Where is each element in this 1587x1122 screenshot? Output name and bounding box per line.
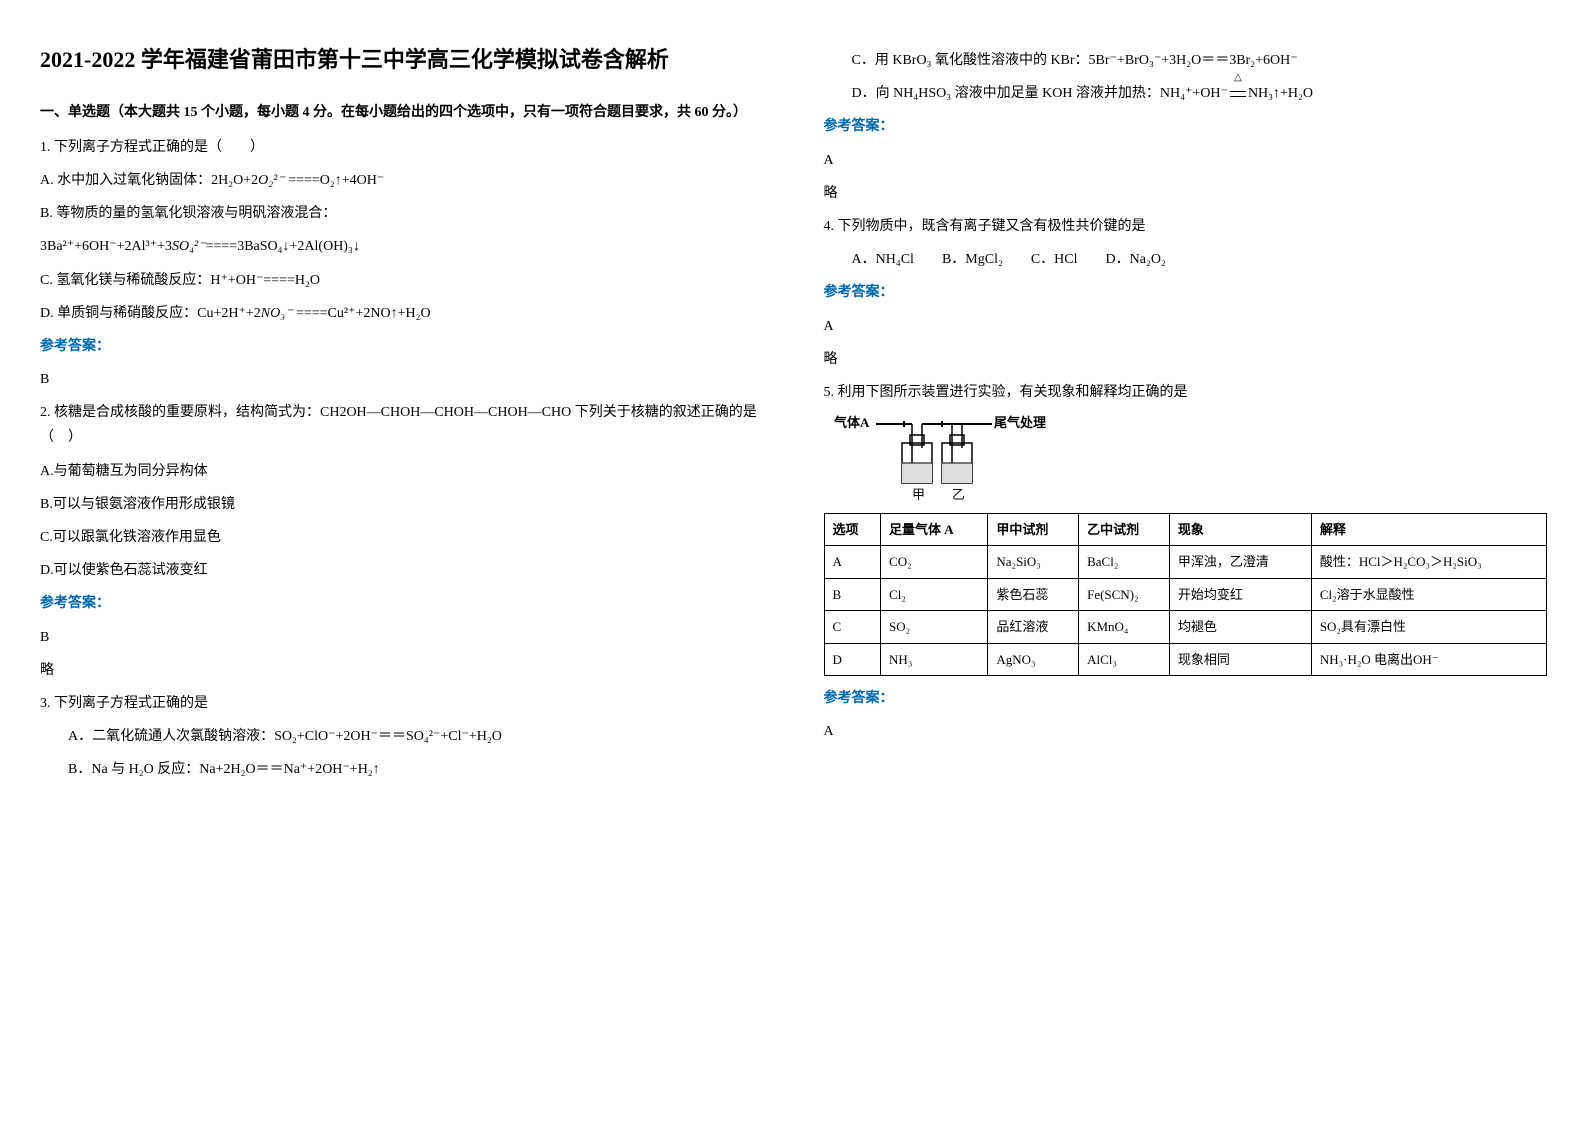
q3-omit: 略 [824, 181, 1548, 206]
page-title: 2021-2022 学年福建省莆田市第十三中学高三化学模拟试卷含解析 [40, 40, 764, 80]
q1-stem: 1. 下列离子方程式正确的是（ ） [40, 135, 764, 160]
th-3: 乙中试剂 [1079, 514, 1170, 546]
right-column: C．用 KBrO₃ 氧化酸性溶液中的 KBr：5Br⁻+BrO₃⁻+3H₂O＝＝… [824, 40, 1548, 791]
q1-d-post: ====Cu²⁺+2NO↑+H₂O [292, 306, 430, 321]
apparatus-icon: 气体A 尾气处理 [834, 413, 1094, 503]
q2-opt-c: C.可以跟氯化铁溶液作用显色 [40, 525, 764, 550]
td: BaCl₂ [1079, 546, 1170, 578]
td: NH₃ [881, 643, 988, 675]
q1-d-mid: NO₃⁻ [261, 306, 293, 321]
q3-opt-c: C．用 KBrO₃ 氧化酸性溶液中的 KBr：5Br⁻+BrO₃⁻+3H₂O＝＝… [824, 48, 1548, 73]
left-column: 2021-2022 学年福建省莆田市第十三中学高三化学模拟试卷含解析 一、单选题… [40, 40, 764, 791]
diag-label-right: 尾气处理 [994, 415, 1046, 430]
table-row: B Cl₂ 紫色石蕊 Fe(SCN)₂ 开始均变红 Cl₂溶于水显酸性 [824, 578, 1547, 610]
th-5: 解释 [1311, 514, 1546, 546]
td: AlCl₃ [1079, 643, 1170, 675]
td: 均褪色 [1169, 611, 1311, 643]
q1-a-pre: A. 水中加入过氧化钠固体：2H₂O+2 [40, 173, 258, 188]
q1-d-pre: D. 单质铜与稀硝酸反应：Cu+2H⁺+2 [40, 306, 261, 321]
q1-a-post: ====O₂↑+4OH⁻ [285, 173, 385, 188]
q2-opt-d: D.可以使紫色石蕊试液变红 [40, 558, 764, 583]
td: A [824, 546, 881, 578]
th-1: 足量气体 A [881, 514, 988, 546]
td: D [824, 643, 881, 675]
q2-opt-b: B.可以与银氨溶液作用形成银镜 [40, 492, 764, 517]
td: CO₂ [881, 546, 988, 578]
q3-d-pre: D．向 NH₄HSO₃ 溶液中加足量 KOH 溶液并加热：NH₄⁺+OH⁻ [852, 86, 1228, 101]
section-heading: 一、单选题（本大题共 15 个小题，每小题 4 分。在每小题给出的四个选项中，只… [40, 100, 764, 125]
q4-opts: A．NH₄Cl B．MgCl₂ C．HCl D．Na₂O₂ [824, 247, 1548, 272]
q1-opt-b2: 3Ba²⁺+6OH⁻+2Al³⁺+3SO₄²⁻====3BaSO₄↓+2Al(O… [40, 234, 764, 259]
diag-jia: 甲 [912, 487, 925, 502]
q4-answer: A [824, 314, 1548, 339]
table-row: A CO₂ Na₂SiO₃ BaCl₂ 甲浑浊，乙澄清 酸性：HCl＞H₂CO₃… [824, 546, 1547, 578]
td: NH₃·H₂O 电离出OH⁻ [1311, 643, 1546, 675]
td: 甲浑浊，乙澄清 [1169, 546, 1311, 578]
q1-opt-d: D. 单质铜与稀硝酸反应：Cu+2H⁺+2NO₃⁻ ====Cu²⁺+2NO↑+… [40, 301, 764, 326]
q2-answer: B [40, 625, 764, 650]
td: SO₂具有漂白性 [1311, 611, 1546, 643]
td: C [824, 611, 881, 643]
q1-answer: B [40, 367, 764, 392]
q1-b2-pre: 3Ba²⁺+6OH⁻+2Al³⁺+3 [40, 239, 172, 254]
q4-omit: 略 [824, 347, 1548, 372]
q3-opt-b: B．Na 与 H₂O 反应：Na+2H₂O＝＝Na⁺+2OH⁻+H₂↑ [40, 757, 764, 782]
q2-opt-a: A.与葡萄糖互为同分异构体 [40, 459, 764, 484]
q2-stem: 2. 核糖是合成核酸的重要原料，结构简式为：CH2OH—CHOH—CHOH—CH… [40, 400, 764, 450]
q2-answer-label: 参考答案： [40, 591, 764, 616]
td: B [824, 578, 881, 610]
table-row: C SO₂ 品红溶液 KMnO₄ 均褪色 SO₂具有漂白性 [824, 611, 1547, 643]
td: KMnO₄ [1079, 611, 1170, 643]
q1-opt-c: C. 氢氧化镁与稀硫酸反应：H⁺+OH⁻====H₂O [40, 268, 764, 293]
td: Cl₂溶于水显酸性 [1311, 578, 1546, 610]
q4-answer-label: 参考答案： [824, 280, 1548, 305]
q5-stem: 5. 利用下图所示装置进行实验，有关现象和解释均正确的是 [824, 380, 1548, 405]
q4-stem: 4. 下列物质中，既含有离子键又含有极性共价键的是 [824, 214, 1548, 239]
page: 2021-2022 学年福建省莆田市第十三中学高三化学模拟试卷含解析 一、单选题… [40, 40, 1547, 791]
td: AgNO₃ [988, 643, 1079, 675]
q2-omit: 略 [40, 658, 764, 683]
q3-d-tri: △ [1234, 69, 1242, 87]
table-header-row: 选项 足量气体 A 甲中试剂 乙中试剂 现象 解释 [824, 514, 1547, 546]
diag-yi: 乙 [952, 487, 965, 502]
td: 紫色石蕊 [988, 578, 1079, 610]
q3-opt-d: D．向 NH₄HSO₃ 溶液中加足量 KOH 溶液并加热：NH₄⁺+OH⁻ △ … [824, 81, 1548, 106]
q3-answer-label: 参考答案： [824, 114, 1548, 139]
td: 酸性：HCl＞H₂CO₃＞H₂SiO₃ [1311, 546, 1546, 578]
q1-a-mid: O₂²⁻ [258, 173, 285, 188]
th-4: 现象 [1169, 514, 1311, 546]
td: Cl₂ [881, 578, 988, 610]
q3-stem: 3. 下列离子方程式正确的是 [40, 691, 764, 716]
q1-opt-b: B. 等物质的量的氢氧化钡溶液与明矾溶液混合： [40, 201, 764, 226]
q1-b2-post: ====3BaSO₄↓+2Al(OH)₃↓ [206, 239, 360, 254]
td: 现象相同 [1169, 643, 1311, 675]
q5-diagram: 气体A 尾气处理 [824, 413, 1548, 503]
q1-opt-a: A. 水中加入过氧化钠固体：2H₂O+2O₂²⁻ ====O₂↑+4OH⁻ [40, 168, 764, 193]
q1-answer-label: 参考答案： [40, 334, 764, 359]
q3-d-eq-icon [1230, 91, 1246, 97]
table-row: D NH₃ AgNO₃ AlCl₃ 现象相同 NH₃·H₂O 电离出OH⁻ [824, 643, 1547, 675]
th-0: 选项 [824, 514, 881, 546]
q3-opt-a: A．二氧化硫通人次氯酸钠溶液：SO₂+ClO⁻+2OH⁻＝＝SO₄²⁻+Cl⁻+… [40, 724, 764, 749]
td: Na₂SiO₃ [988, 546, 1079, 578]
td: 开始均变红 [1169, 578, 1311, 610]
q5-answer: A [824, 719, 1548, 744]
td: Fe(SCN)₂ [1079, 578, 1170, 610]
td: SO₂ [881, 611, 988, 643]
q1-b2-mid: SO₄²⁻ [172, 239, 206, 254]
th-2: 甲中试剂 [988, 514, 1079, 546]
diag-label-left: 气体A [834, 415, 870, 430]
q5-answer-label: 参考答案： [824, 686, 1548, 711]
q3-d-post: NH₃↑+H₂O [1248, 86, 1313, 101]
q5-table: 选项 足量气体 A 甲中试剂 乙中试剂 现象 解释 A CO₂ Na₂SiO₃ … [824, 513, 1548, 676]
td: 品红溶液 [988, 611, 1079, 643]
q3-answer: A [824, 148, 1548, 173]
